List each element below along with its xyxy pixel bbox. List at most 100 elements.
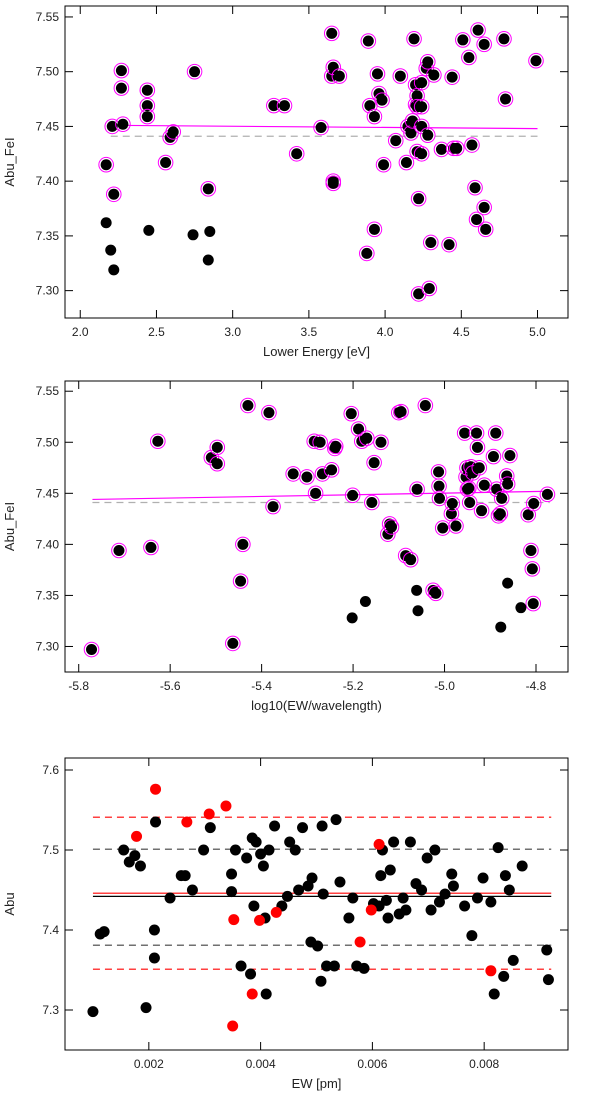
panel-3-data-point <box>227 1020 239 1032</box>
panel-2-data-point-ring <box>209 439 226 456</box>
panel-1-data-point <box>291 148 303 160</box>
panel-2-data-point <box>411 483 423 495</box>
panel-2-data-point <box>145 541 157 553</box>
panel-2-data-point <box>504 450 516 462</box>
panel-1-data-point <box>333 70 345 82</box>
panel-1-data-point <box>167 126 179 138</box>
panel-1-y-tick-label: 7.45 <box>36 119 60 133</box>
panel-2-data-point <box>235 575 247 587</box>
panel-2-data-point <box>326 464 338 476</box>
panel-3-data-point <box>203 808 215 820</box>
panel-2-data-point <box>515 602 527 614</box>
panel-3-data-point <box>148 952 160 964</box>
panel-3-data-point <box>485 896 497 908</box>
panel-3-data-point <box>334 876 346 888</box>
panel-2-data-point-ring <box>520 506 537 523</box>
panel-3-data-point <box>248 900 260 912</box>
panel-1-data-point <box>451 142 463 154</box>
panel-1-data-point <box>376 94 388 106</box>
panel-1-data-point <box>498 33 510 45</box>
panel-1-data-point-ring <box>157 154 174 171</box>
panel-2-data-point <box>359 596 371 608</box>
panel-3-data-point <box>226 886 238 898</box>
panel-2-data-point-ring <box>485 448 502 465</box>
panel-1-data-point <box>368 223 380 235</box>
panel-1-x-tick-label: 3.5 <box>301 325 318 339</box>
panel-2-data-point <box>437 522 449 534</box>
panel-1-data-point <box>500 93 512 105</box>
panel-1-data-point <box>315 122 327 134</box>
panel-3-data-point <box>181 816 193 828</box>
panel-2-data-point-ring <box>473 502 490 519</box>
panel-2-data-point-ring <box>525 495 542 512</box>
panel-1-data-point-ring <box>105 186 122 203</box>
panel-1-data-point <box>413 193 425 205</box>
panel-3-data-point <box>306 872 318 884</box>
panel-1-data-point <box>428 69 440 81</box>
panel-2-data-point <box>301 471 313 483</box>
panel-3-data-point <box>446 868 458 880</box>
panel-2-data-point-ring <box>459 481 476 498</box>
panel-3-data-point <box>204 822 216 834</box>
panel-1-data-point <box>362 35 374 47</box>
panel-1-data-point-ring <box>441 236 457 253</box>
panel-2-data-point <box>478 479 490 491</box>
panel-2-data-point <box>361 432 373 444</box>
panel-3-data-point <box>375 870 387 882</box>
panel-3-data-point <box>516 860 528 872</box>
panel-3-data-point <box>198 844 210 856</box>
panel-3-data-point <box>498 970 510 982</box>
panel-3-data-point <box>260 988 272 1000</box>
panel-2-data-point-ring <box>525 595 542 612</box>
panel-2-data-point-ring <box>487 425 504 441</box>
panel-2-data-point-ring <box>444 495 461 512</box>
panel-2-data-point <box>487 451 499 463</box>
panel-1-data-point-ring <box>413 118 430 135</box>
panel-2-data-point <box>526 563 538 575</box>
panel-1-data-point <box>408 33 420 45</box>
panel-2-data-point-ring <box>261 404 277 421</box>
panel-2-data-point-ring <box>343 405 360 422</box>
panel-3-data-point <box>220 800 232 812</box>
panel-1-data-point-ring <box>413 145 430 162</box>
panel-3-data-point <box>257 860 269 872</box>
panel-2-data-point <box>411 584 423 596</box>
panel-2-data-point-ring <box>209 455 226 472</box>
panel-1-data-point-ring <box>113 80 130 96</box>
panel-1-data-point <box>204 226 216 238</box>
panel-1-data-point-ring <box>392 68 409 84</box>
panel-2-data-point <box>368 457 380 469</box>
panel-3-data-point <box>492 842 504 854</box>
panel-1-data-point-ring <box>470 22 486 38</box>
panel-1-data-point <box>141 84 153 96</box>
panel-2-data-point-ring <box>448 518 464 534</box>
panel-1-data-point-ring <box>413 98 430 115</box>
panel-1-data-point <box>480 223 492 235</box>
panel-1-x-axis-label: Lower Energy [eV] <box>263 344 370 359</box>
panel-2-y-tick-label: 7.50 <box>36 435 60 449</box>
panel-2-data-point <box>541 488 553 500</box>
panel-1-data-point-ring <box>313 119 329 136</box>
panel-2-data-point <box>347 489 359 501</box>
panel-2-data-point <box>459 427 471 439</box>
panel-1-plot-frame <box>64 5 569 319</box>
panel-2-data-point <box>502 478 514 490</box>
panel-2-data-point-ring <box>312 434 328 451</box>
panel-1-data-point-ring <box>448 140 465 157</box>
panel-3-data-point <box>507 954 519 966</box>
panel-2-data-point-ring <box>327 438 344 455</box>
panel-2-data-point <box>405 554 417 566</box>
panel-1-data-point <box>326 27 338 39</box>
panel-1-data-point <box>106 120 118 132</box>
panel-2-data-point <box>395 406 407 418</box>
panel-2-data-point <box>525 544 537 556</box>
panel-2-x-tick-label: -5.2 <box>343 679 364 693</box>
panel-2-data-point <box>433 466 445 478</box>
panel-1-data-point-ring <box>477 221 494 238</box>
panel-2-data-point <box>412 605 424 617</box>
panel-1-data-point-ring <box>419 127 436 143</box>
panel-1-data-point <box>469 182 481 194</box>
panel-1-data-point <box>416 101 428 113</box>
panel-2-data-point <box>464 497 476 509</box>
panel-2-data-point-ring <box>493 490 510 507</box>
